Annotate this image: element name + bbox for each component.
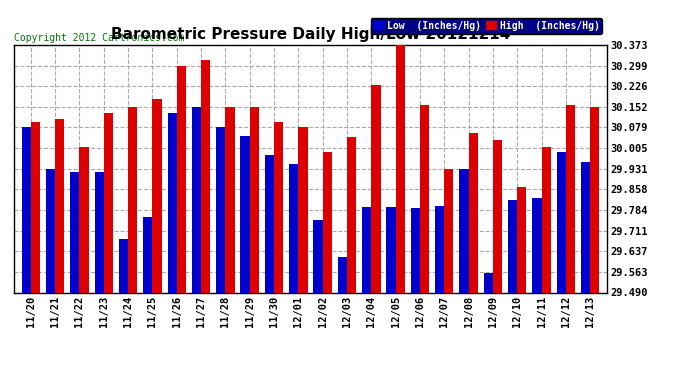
Bar: [469, 133, 477, 292]
Bar: [362, 207, 371, 292]
Bar: [128, 107, 137, 292]
Bar: [152, 99, 161, 292]
Bar: [119, 239, 128, 292]
Bar: [289, 164, 298, 292]
Bar: [46, 169, 55, 292]
Bar: [444, 169, 453, 292]
Bar: [411, 209, 420, 292]
Bar: [250, 107, 259, 292]
Bar: [557, 152, 566, 292]
Bar: [371, 85, 381, 292]
Bar: [192, 107, 201, 292]
Bar: [104, 113, 113, 292]
Bar: [323, 152, 332, 292]
Bar: [313, 220, 323, 292]
Bar: [95, 172, 103, 292]
Bar: [201, 60, 210, 292]
Bar: [70, 172, 79, 292]
Bar: [177, 66, 186, 292]
Bar: [226, 107, 235, 292]
Title: Barometric Pressure Daily High/Low 20121214: Barometric Pressure Daily High/Low 20121…: [111, 27, 510, 42]
Bar: [395, 45, 405, 292]
Bar: [484, 273, 493, 292]
Bar: [518, 186, 526, 292]
Bar: [581, 162, 590, 292]
Bar: [347, 137, 356, 292]
Bar: [240, 135, 250, 292]
Bar: [298, 128, 308, 292]
Bar: [265, 155, 274, 292]
Bar: [55, 119, 64, 292]
Bar: [435, 206, 444, 292]
Bar: [79, 147, 89, 292]
Bar: [274, 122, 284, 292]
Bar: [21, 128, 31, 292]
Bar: [420, 105, 429, 292]
Bar: [532, 198, 542, 292]
Bar: [31, 122, 40, 292]
Bar: [508, 200, 518, 292]
Legend: Low  (Inches/Hg), High  (Inches/Hg): Low (Inches/Hg), High (Inches/Hg): [371, 18, 602, 33]
Text: Copyright 2012 Cartronics.com: Copyright 2012 Cartronics.com: [14, 33, 184, 42]
Bar: [386, 207, 395, 292]
Bar: [590, 107, 600, 292]
Bar: [542, 147, 551, 292]
Bar: [460, 169, 469, 292]
Bar: [566, 105, 575, 292]
Bar: [144, 217, 152, 292]
Bar: [168, 113, 177, 292]
Bar: [216, 128, 226, 292]
Bar: [337, 258, 347, 292]
Bar: [493, 140, 502, 292]
